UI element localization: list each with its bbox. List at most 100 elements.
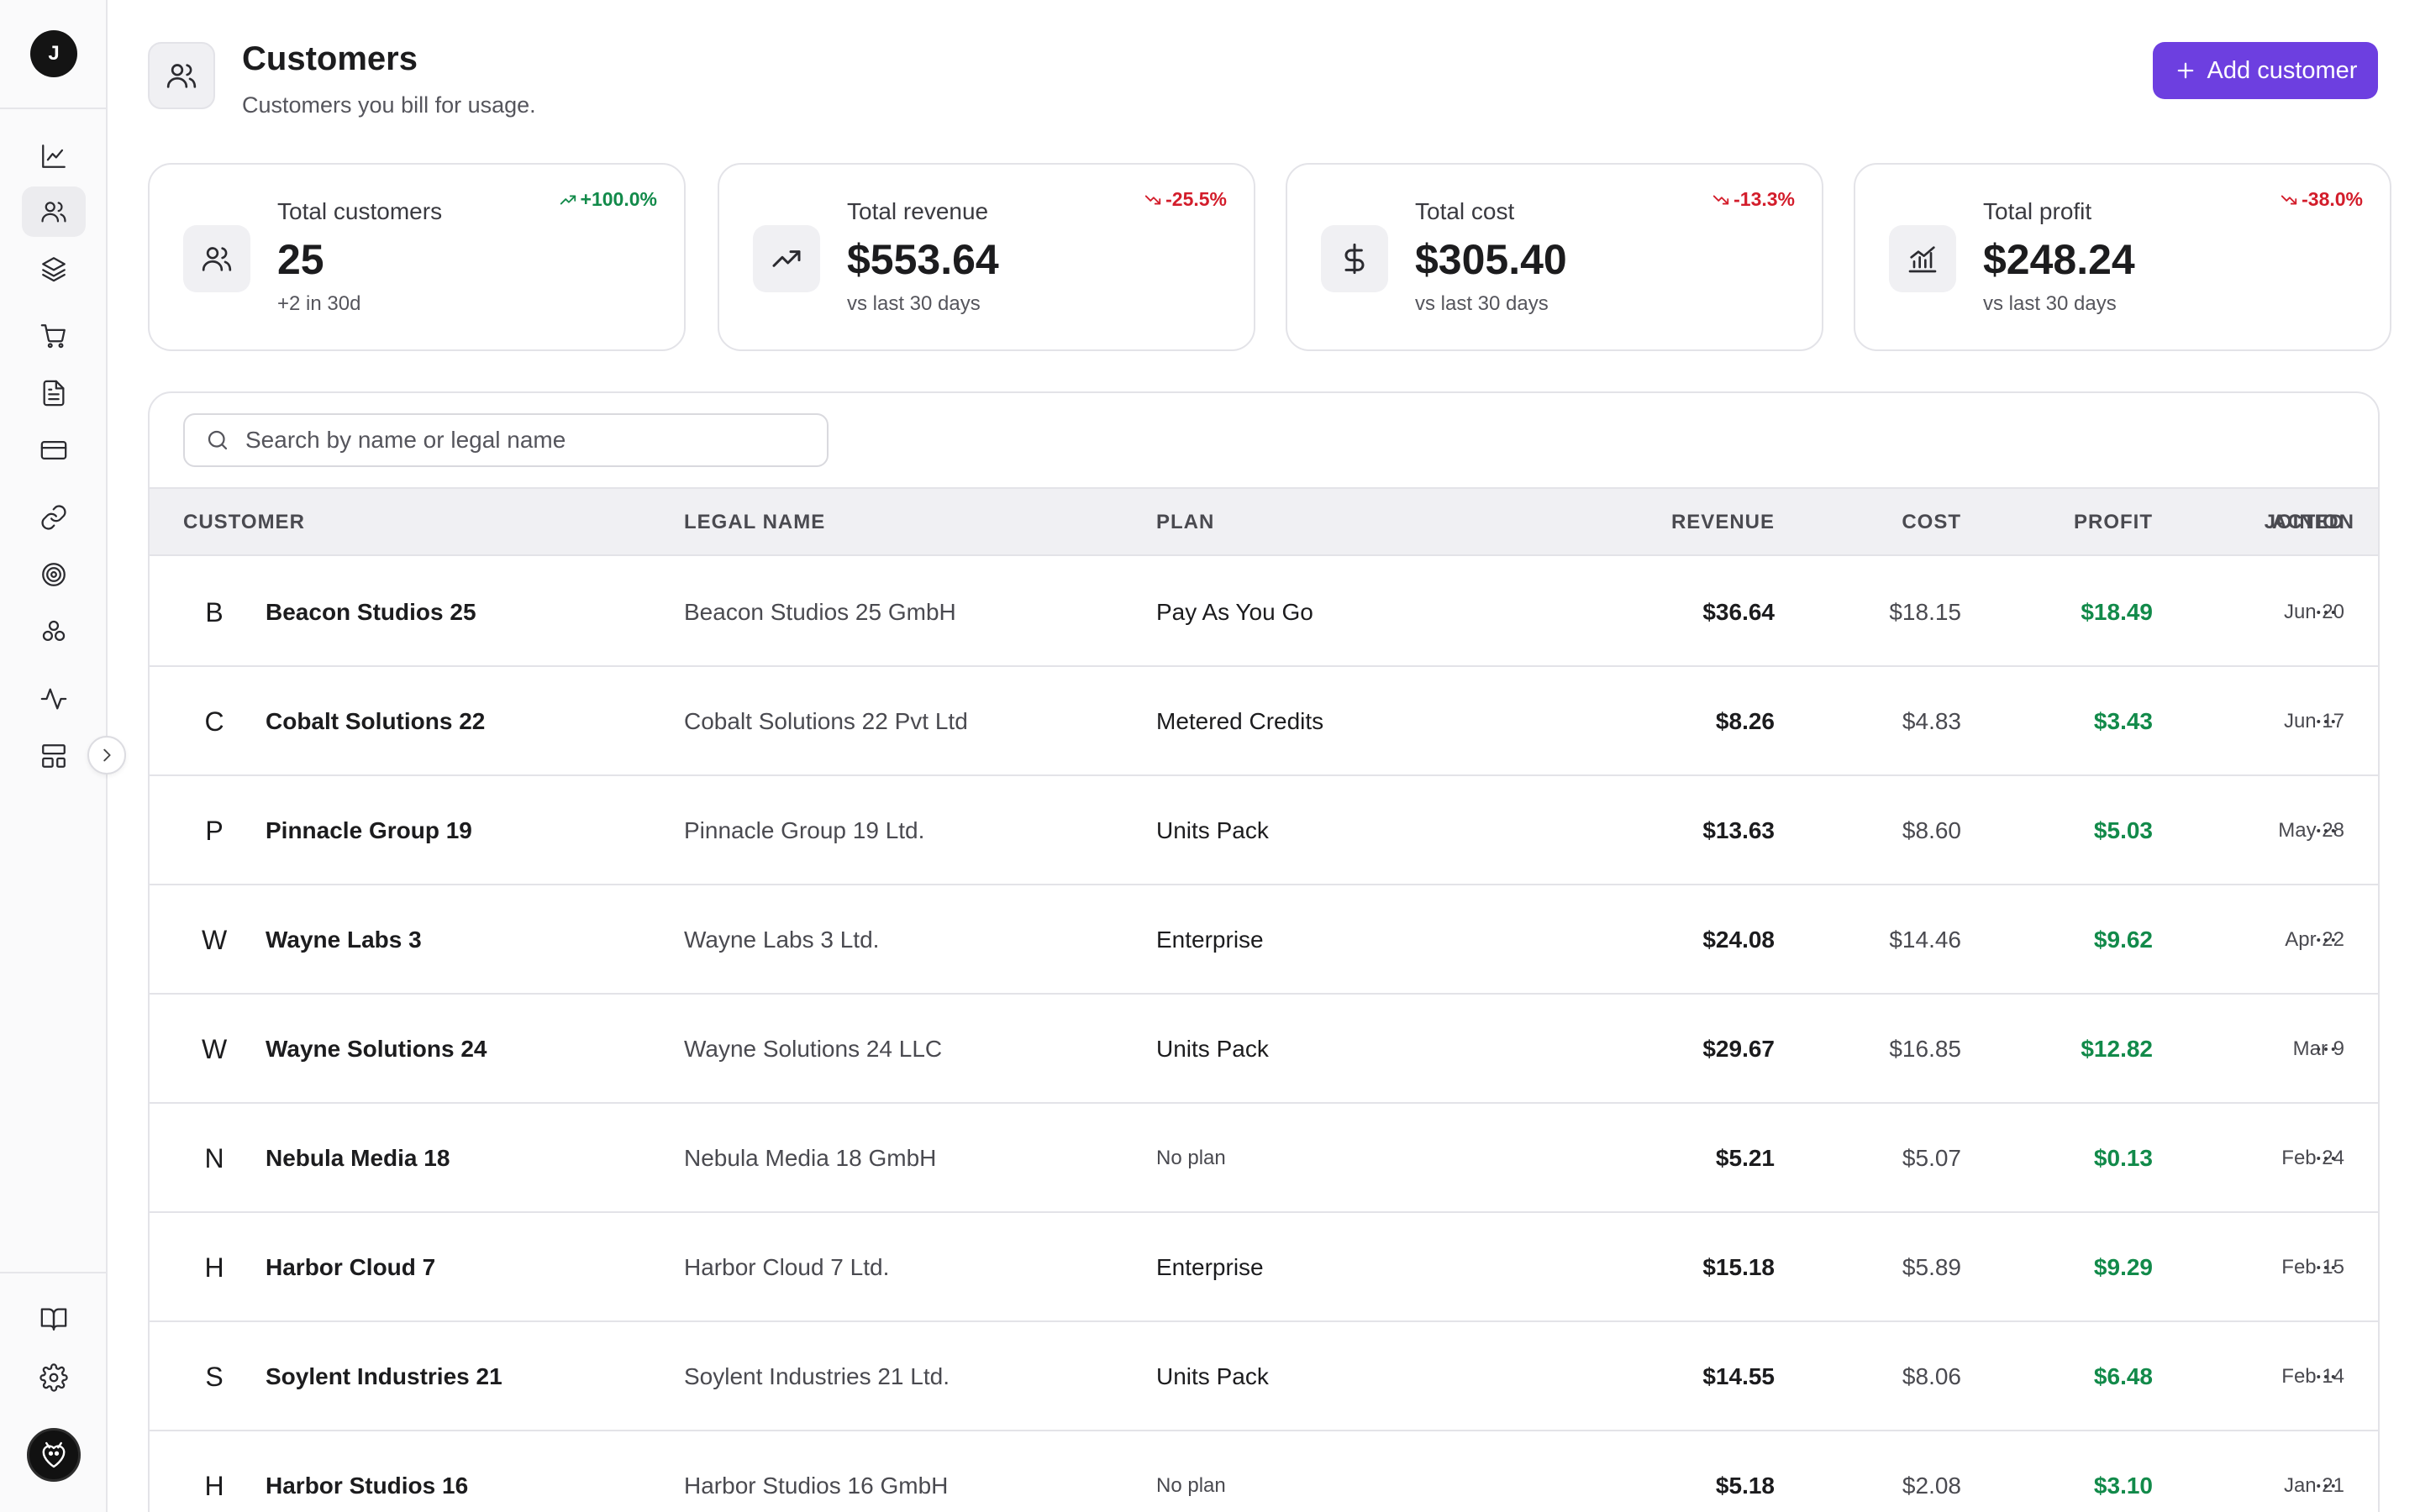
more-horizontal-icon [2317,1047,2335,1051]
customer-name[interactable]: Harbor Cloud 7 [266,1254,436,1280]
table-row[interactable]: W Wayne Labs 3 Wayne Labs 3 Ltd. Enterprise… [150,885,2378,995]
customer-initial: P [205,816,224,846]
table-row[interactable]: B Beacon Studios 25 Beacon Studios 25 GmbH… [150,558,2378,667]
revenue-value: $24.08 [1702,927,1775,953]
row-actions-button[interactable] [2301,1213,2351,1322]
sidebar-item-components[interactable] [22,606,86,657]
legal-name: Beacon Studios 25 GmbH [684,599,956,625]
plan-name: Units Pack [1156,1036,1269,1062]
customer-name[interactable]: Wayne Solutions 24 [266,1036,487,1062]
trend-down-icon [2281,195,2297,204]
sidebar-item-goals[interactable] [22,549,86,600]
row-actions-button[interactable] [2301,885,2351,995]
stat-delta: +100.0% [559,188,657,211]
legal-name: Nebula Media 18 GmbH [684,1145,937,1171]
profit-value: $5.03 [2093,817,2153,843]
table-row[interactable]: H Harbor Studios 16 Harbor Studios 16 GmbH… [150,1431,2378,1512]
sidebar-item-orders[interactable] [22,311,86,361]
profile-avatar[interactable] [27,1428,81,1482]
row-actions-button[interactable] [2301,667,2351,776]
sidebar-item-settings[interactable] [22,1352,86,1403]
sidebar-expand-button[interactable] [87,736,126,774]
cost-value: $8.60 [1902,817,1961,843]
table-row[interactable]: C Cobalt Solutions 22 Cobalt Solutions 22 … [150,667,2378,776]
user-avatar[interactable]: J [30,30,77,77]
dollar-icon [1344,243,1365,275]
column-header-revenue[interactable]: REVENUE [1670,511,1775,533]
customer-name[interactable]: Soylent Industries 21 [266,1363,502,1389]
stat-card-total-customers: Total customers 25 +2 in 30d +100.0% [148,163,686,351]
table-header: CUSTOMER LEGAL NAME PLAN REVENUE COST PR… [150,487,2378,556]
stat-subtext: vs last 30 days [1415,292,1549,315]
table-row[interactable]: W Wayne Solutions 24 Wayne Solutions 24 LL… [150,995,2378,1104]
gear-icon [39,1363,68,1392]
plan-name: No plan [1156,1147,1226,1169]
revenue-value: $5.18 [1715,1473,1775,1499]
layout-icon [42,744,66,768]
table-row[interactable]: P Pinnacle Group 19 Pinnacle Group 19 Ltd.… [150,776,2378,885]
customer-initial: H [204,1252,224,1283]
row-actions-button[interactable] [2301,1104,2351,1213]
page-title: Customers [242,40,418,77]
table-row[interactable]: H Harbor Cloud 7 Harbor Cloud 7 Ltd. Enterp… [150,1213,2378,1322]
column-header-profit[interactable]: PROFIT [2074,511,2153,533]
search-box[interactable] [183,413,829,467]
sidebar-item-invoices[interactable] [22,368,86,418]
stat-delta: -13.3% [1712,188,1795,211]
column-header-plan[interactable]: PLAN [1156,511,1215,533]
bar-chart-icon [1908,246,1937,273]
add-customer-button[interactable]: Add customer [2153,42,2378,99]
profit-value: $3.43 [2093,708,2153,734]
sidebar-item-analytics[interactable] [22,131,86,181]
cart-icon [40,324,66,349]
column-header-customer[interactable]: CUSTOMER [183,511,305,533]
sidebar-item-products[interactable] [22,244,86,294]
table-row[interactable]: N Nebula Media 18 Nebula Media 18 GmbH No p… [150,1104,2378,1213]
column-header-cost[interactable]: COST [1902,511,1961,533]
sidebar-item-layout[interactable] [22,731,86,781]
row-actions-button[interactable] [2301,1322,2351,1431]
column-header-joined[interactable]: JOINED [2264,511,2344,533]
sidebar-item-integrations[interactable] [22,492,86,543]
stat-subtext: vs last 30 days [847,292,981,315]
row-actions-button[interactable] [2301,995,2351,1104]
revenue-value: $36.64 [1702,599,1775,625]
users-icon [41,202,66,223]
plus-icon [2177,62,2193,79]
stat-icon [1321,225,1388,292]
customer-name[interactable]: Pinnacle Group 19 [266,817,472,843]
customer-name[interactable]: Beacon Studios 25 [266,599,476,625]
customer-name[interactable]: Harbor Studios 16 [266,1473,469,1499]
customer-name[interactable]: Wayne Labs 3 [266,927,422,953]
row-actions-button[interactable] [2301,776,2351,885]
profit-value: $9.62 [2093,927,2153,953]
more-horizontal-icon [2317,1375,2335,1378]
search-input[interactable] [245,427,783,454]
sidebar-item-customers[interactable] [22,186,86,237]
customer-initial: H [204,1471,224,1501]
stat-card-total-cost: Total cost $305.40 vs last 30 days -13.3… [1286,163,1823,351]
boxes-icon [42,620,66,642]
stat-delta-value: -38.0% [2302,188,2363,210]
row-actions-button[interactable] [2301,558,2351,667]
plan-name: Enterprise [1156,927,1264,953]
column-header-legal-name[interactable]: LEGAL NAME [684,511,826,533]
sidebar-item-activity[interactable] [22,674,86,724]
sidebar-item-docs[interactable] [22,1294,86,1344]
customer-initial: C [204,706,224,737]
customer-initial: B [205,597,224,627]
table-row[interactable]: S Soylent Industries 21 Soylent Industries… [150,1322,2378,1431]
cost-value: $5.89 [1902,1254,1961,1280]
stat-delta-value: -13.3% [1733,188,1795,210]
customer-initial: W [202,1034,228,1064]
legal-name: Harbor Cloud 7 Ltd. [684,1254,890,1280]
row-actions-button[interactable] [2301,1431,2351,1512]
customer-name[interactable]: Nebula Media 18 [266,1145,450,1171]
profit-value: $18.49 [2081,599,2153,625]
customer-name[interactable]: Cobalt Solutions 22 [266,708,486,734]
sidebar-item-payments[interactable] [22,425,86,475]
trend-up-icon [560,195,576,204]
customer-initial: N [204,1143,224,1173]
revenue-value: $29.67 [1702,1036,1775,1062]
chevron-right-icon [103,748,111,762]
